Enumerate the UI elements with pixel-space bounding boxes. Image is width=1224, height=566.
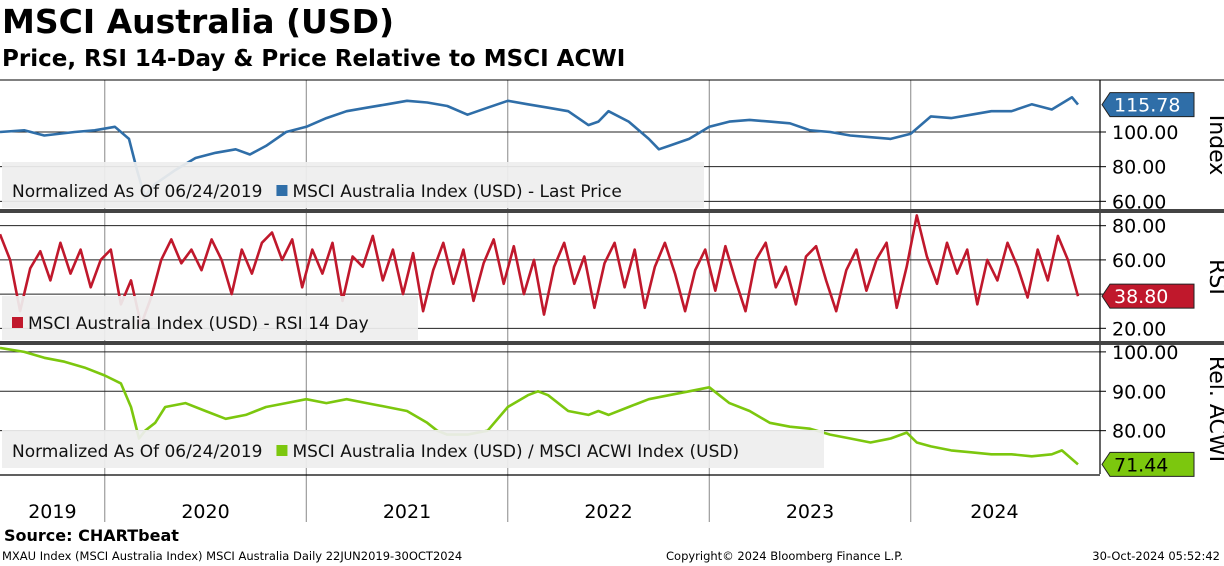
last-value-badge [1101,92,1195,118]
series-line [0,346,1079,466]
y-axis-title: Rel. ACWI [1204,356,1224,462]
y-tick-label: 60.00 [1112,250,1166,272]
y-tick-label: 80.00 [1112,421,1166,443]
y-tick-label: 100.00 [1112,122,1178,144]
y-tick-label: 80.00 [1112,216,1166,238]
legend-series-name: MSCI Australia Index (USD) / MSCI ACWI I… [292,442,739,462]
x-tick-label: 2019 [28,501,76,523]
last-value-label: 38.80 [1114,286,1168,308]
legend-box [2,162,704,208]
legend-series-name: MSCI Australia Index (USD) - Last Price [292,182,621,202]
y-tick-label: 100.00 [1112,342,1178,364]
legend-swatch [276,445,288,456]
series-line [0,214,1080,327]
x-tick-label: 2021 [383,501,431,523]
legend-title: Normalized As Of 06/24/2019 [12,442,262,462]
legend-swatch [12,317,23,328]
y-tick-label: 20.00 [1112,318,1166,340]
y-tick-label: 80.00 [1112,157,1166,179]
x-tick-label: 2020 [181,501,229,523]
legend-series-name: MSCI Australia Index (USD) - RSI 14 Day [28,314,369,334]
footer-copyright: Copyright© 2024 Bloomberg Finance L.P. [666,549,903,563]
panel-divider [0,209,1224,213]
chart-title: MSCI Australia (USD) [2,2,395,41]
y-axis-title: Index [1204,115,1224,176]
x-tick-label: 2023 [786,501,834,523]
legend-box [2,296,418,340]
y-tick-label: 90.00 [1112,381,1166,403]
y-tick-label: 60.00 [1112,191,1166,213]
footer-timestamp: 30-Oct-2024 05:52:42 [1092,549,1220,563]
last-value-label: 71.44 [1114,454,1168,476]
panel-divider [0,341,1224,345]
footer-ticker-info: MXAU Index (MSCI Australia Index) MSCI A… [2,549,463,563]
y-axis-title: RSI [1204,259,1224,295]
last-value-badge [1101,451,1195,477]
x-tick-label: 2024 [970,501,1018,523]
x-tick-label: 2022 [584,501,632,523]
legend-title: Normalized As Of 06/24/2019 [12,182,262,202]
chart-subtitle: Price, RSI 14-Day & Price Relative to MS… [2,46,626,72]
last-value-badge [1101,283,1195,309]
legend-box [2,430,824,468]
legend-swatch [276,185,288,196]
source-label: Source: CHARTbeat [4,526,179,545]
last-value-label: 115.78 [1114,95,1180,117]
